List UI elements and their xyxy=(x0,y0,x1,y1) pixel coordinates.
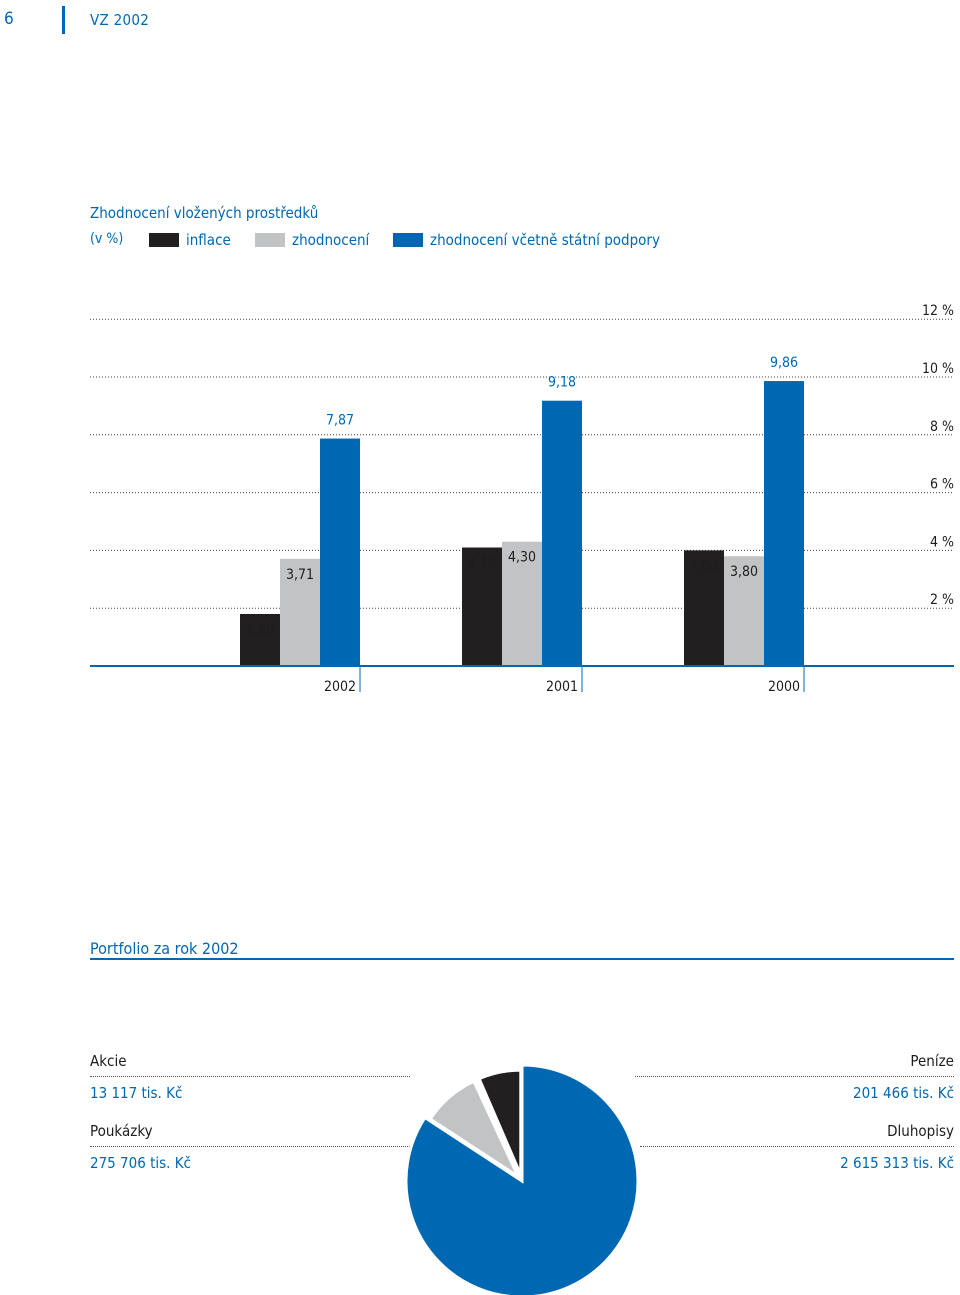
bar xyxy=(764,381,804,666)
legend-label: inflace xyxy=(186,231,231,249)
bar xyxy=(542,400,582,666)
bar xyxy=(240,613,280,666)
bar-chart-unit: (v %) xyxy=(90,231,124,247)
bar xyxy=(320,438,360,666)
data-label: 1,80 xyxy=(246,622,274,638)
dotted-leader xyxy=(640,1146,954,1147)
pie-label-penize: Peníze xyxy=(910,1052,954,1070)
x-tick-label: 2002 xyxy=(324,679,356,695)
data-label: 4,00 xyxy=(690,558,718,574)
bar xyxy=(462,547,502,666)
legend-label: zhodnocení xyxy=(292,231,370,249)
page-number: 6 xyxy=(4,9,14,29)
data-label: 9,18 xyxy=(548,375,576,391)
pie-value-akcie: 13 117 tis. Kč xyxy=(90,1084,183,1102)
bar xyxy=(684,550,724,666)
pie-slice-poukázky xyxy=(428,1079,522,1181)
legend-item-appreciation-with-support: zhodnocení včetně státní podpory xyxy=(393,231,660,249)
document-title: VZ 2002 xyxy=(90,11,150,29)
dotted-leader xyxy=(90,1076,410,1077)
legend-swatch-black xyxy=(149,233,179,247)
pie-slice-dluhopisy xyxy=(404,1063,640,1295)
pie-chart xyxy=(404,1063,640,1295)
data-label: 4,30 xyxy=(508,550,536,566)
legend-label: zhodnocení včetně státní podpory xyxy=(430,231,660,249)
bar xyxy=(280,558,320,666)
data-label: 3,80 xyxy=(730,564,758,580)
pie-value-dluhopisy: 2 615 313 tis. Kč xyxy=(840,1154,954,1172)
portfolio-title: Portfolio za rok 2002 xyxy=(90,939,239,958)
x-tick-label: 2000 xyxy=(768,679,800,695)
pie-slice-peníze xyxy=(477,1068,523,1176)
pie-label-akcie: Akcie xyxy=(90,1052,127,1070)
dotted-leader xyxy=(90,1146,420,1147)
data-label: 4,10 xyxy=(468,556,496,572)
bar-chart: 2 % 4 % 6 % 8 % 10 % 12 % 1,80 3,71 7,87 2002 4,10… xyxy=(90,303,954,695)
bar xyxy=(502,541,542,666)
y-tick-label: 4 % xyxy=(930,534,954,550)
bar-chart-title: Zhodnocení vložených prostředků xyxy=(90,204,319,222)
x-tick-label: 2001 xyxy=(546,679,578,695)
header-divider xyxy=(62,6,65,34)
y-tick-label: 12 % xyxy=(922,303,954,319)
legend-swatch-blue xyxy=(393,233,423,247)
data-label: 9,86 xyxy=(770,355,798,371)
y-tick-label: 10 % xyxy=(922,361,954,377)
y-tick-label: 8 % xyxy=(930,419,954,435)
y-tick-label: 6 % xyxy=(930,477,954,493)
portfolio-divider xyxy=(90,958,954,960)
data-label: 3,71 xyxy=(286,567,314,583)
data-label: 7,87 xyxy=(326,413,354,429)
dotted-leader xyxy=(635,1076,954,1077)
pie-value-penize: 201 466 tis. Kč xyxy=(853,1084,954,1102)
legend-item-inflation: inflace xyxy=(149,231,231,249)
pie-value-poukazky: 275 706 tis. Kč xyxy=(90,1154,191,1172)
pie-label-poukazky: Poukázky xyxy=(90,1122,153,1140)
bar xyxy=(724,556,764,666)
pie-label-dluhopisy: Dluhopisy xyxy=(887,1122,954,1140)
legend-swatch-grey xyxy=(255,233,285,247)
legend-item-appreciation: zhodnocení xyxy=(255,231,370,249)
y-tick-label: 2 % xyxy=(930,592,954,608)
